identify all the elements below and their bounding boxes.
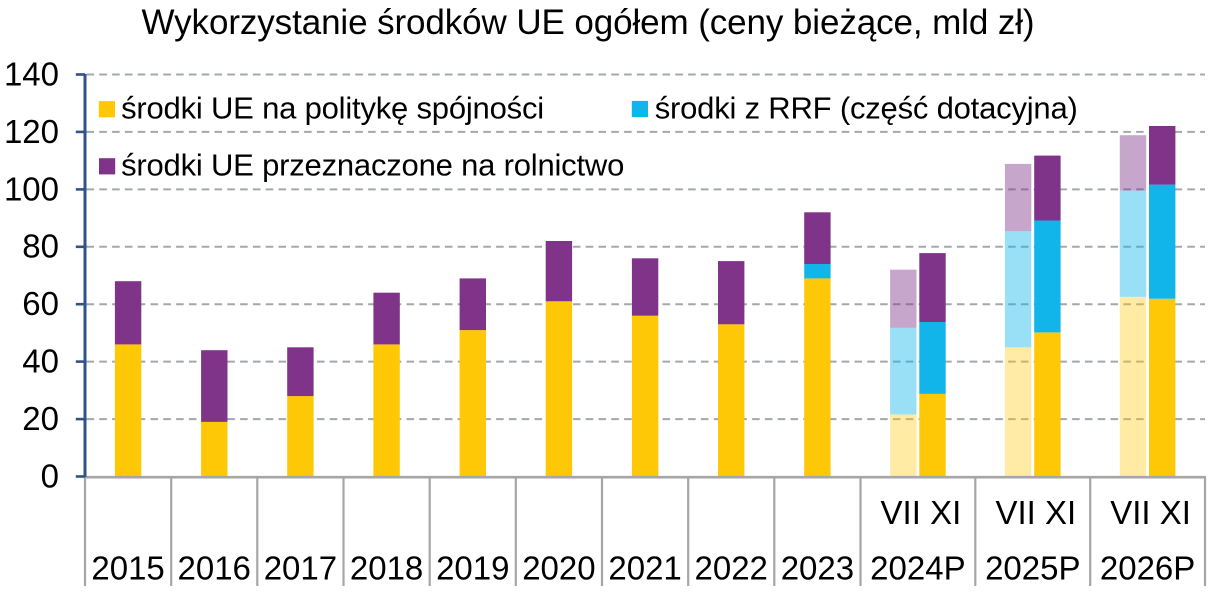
svg-text:80: 80 bbox=[22, 228, 59, 265]
svg-text:środki UE przeznaczone na roln: środki UE przeznaczone na rolnictwo bbox=[121, 148, 624, 183]
svg-text:2021: 2021 bbox=[608, 549, 681, 586]
svg-text:2018: 2018 bbox=[350, 549, 423, 586]
svg-text:2022: 2022 bbox=[694, 549, 767, 586]
svg-text:środki z RRF (część dotacyjna): środki z RRF (część dotacyjna) bbox=[655, 91, 1078, 126]
svg-text:2025P: 2025P bbox=[985, 549, 1080, 586]
svg-text:40: 40 bbox=[22, 343, 59, 380]
svg-text:VII XI: VII XI bbox=[1110, 494, 1191, 531]
svg-text:100: 100 bbox=[4, 170, 59, 207]
svg-text:2016: 2016 bbox=[177, 549, 250, 586]
svg-text:2024P: 2024P bbox=[870, 549, 965, 586]
svg-text:środki UE na politykę spójnośc: środki UE na politykę spójności bbox=[121, 91, 544, 126]
svg-text:20: 20 bbox=[22, 400, 59, 437]
svg-text:60: 60 bbox=[22, 285, 59, 322]
svg-text:2019: 2019 bbox=[436, 549, 509, 586]
svg-text:VII XI: VII XI bbox=[881, 494, 962, 531]
svg-text:120: 120 bbox=[4, 113, 59, 150]
svg-text:0: 0 bbox=[41, 457, 59, 494]
svg-text:2026P: 2026P bbox=[1100, 549, 1195, 586]
svg-text:2015: 2015 bbox=[91, 549, 164, 586]
svg-text:VII XI: VII XI bbox=[995, 494, 1076, 531]
svg-text:140: 140 bbox=[4, 55, 59, 92]
svg-text:Wykorzystanie środków UE ogółe: Wykorzystanie środków UE ogółem (ceny bi… bbox=[142, 3, 1035, 42]
svg-text:2017: 2017 bbox=[264, 549, 337, 586]
svg-text:2023: 2023 bbox=[781, 549, 854, 586]
svg-text:2020: 2020 bbox=[522, 549, 595, 586]
